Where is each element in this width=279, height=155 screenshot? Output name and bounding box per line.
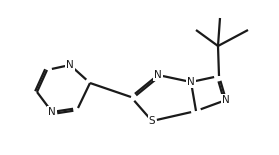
- Text: N: N: [48, 107, 56, 117]
- Text: N: N: [66, 60, 74, 70]
- Text: N: N: [222, 95, 230, 105]
- Text: N: N: [154, 70, 162, 80]
- Text: S: S: [149, 116, 155, 126]
- Text: N: N: [187, 77, 195, 87]
